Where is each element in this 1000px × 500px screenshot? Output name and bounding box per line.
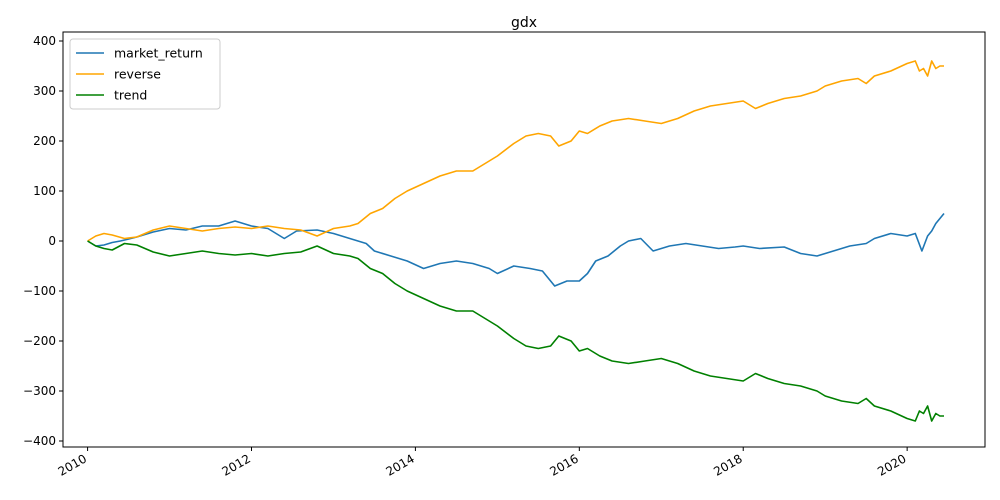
y-tick-label: 0	[48, 234, 56, 248]
series-line-market-return	[87, 212, 945, 287]
legend-label-trend: trend	[114, 88, 147, 103]
y-tick-label: 100	[33, 184, 56, 198]
y-tick-label: −300	[23, 384, 56, 398]
y-tick-label: −400	[23, 434, 56, 448]
legend-label-reverse: reverse	[114, 67, 161, 82]
series-line-trend	[87, 240, 944, 422]
axes-frame	[62, 31, 986, 448]
y-tick-label: −100	[23, 284, 56, 298]
series-line-reverse	[87, 60, 944, 242]
y-tick-label: 200	[33, 134, 56, 148]
series-layer	[87, 60, 945, 422]
legend-label-market-return: market_return	[114, 46, 203, 61]
legend-box	[69, 38, 221, 110]
chart-title: gdx	[511, 15, 537, 31]
y-tick-label: 400	[33, 34, 56, 48]
y-tick-label: −200	[23, 334, 56, 348]
y-tick-label: 300	[33, 84, 56, 98]
y-axis: 400 300 200 100 0 −100 −200 −300 −400	[23, 34, 63, 448]
